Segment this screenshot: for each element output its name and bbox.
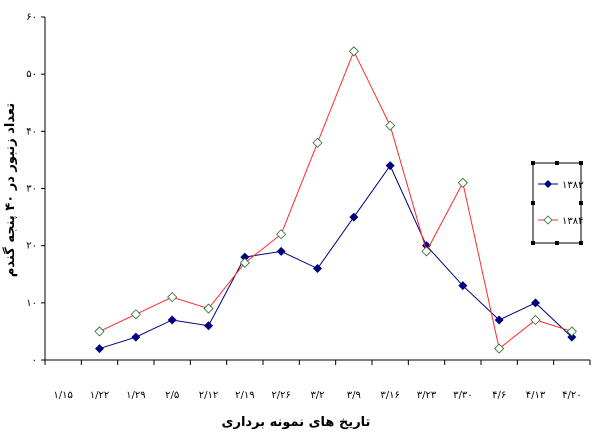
data-point [494, 315, 504, 325]
y-tick-label: ۳۰ [26, 184, 37, 195]
data-point [567, 332, 577, 342]
legend-handle[interactable] [555, 241, 559, 245]
data-point [348, 46, 359, 57]
legend-handle[interactable] [579, 161, 583, 165]
data-point [204, 321, 213, 331]
legend-box [532, 162, 582, 244]
x-tick-label: ۱/۱۵ [53, 390, 72, 401]
series-line-0 [99, 164, 573, 350]
data-point [457, 177, 468, 188]
legend-marker-1383 [544, 180, 552, 188]
x-tick-label: ۳/۳۰ [453, 390, 472, 401]
data-point [95, 344, 104, 354]
data-point [313, 264, 322, 274]
data-point [167, 292, 178, 303]
x-tick-label: ۴/۲۰ [562, 390, 581, 401]
x-tick-label: ۱/۲۹ [126, 390, 145, 401]
legend-handle[interactable] [579, 241, 583, 245]
data-point [385, 120, 396, 131]
data-point [312, 137, 323, 148]
y-tick-label: ۲۰ [26, 241, 37, 252]
data-point [276, 246, 286, 256]
x-tick-label: ۳/۲۳ [417, 390, 437, 401]
data-point [239, 257, 250, 268]
legend-label-1384: ۱۳۸۴ [562, 216, 583, 227]
axes [44, 17, 590, 361]
data-point [494, 343, 505, 354]
legend-handles[interactable] [531, 161, 583, 245]
data-point [385, 161, 395, 171]
y-tick-label: ۵۰ [26, 69, 37, 80]
legend-handle[interactable] [579, 201, 583, 205]
legend-handle[interactable] [531, 201, 535, 205]
series-layer [94, 46, 577, 354]
x-tick-label: ۳/۲ [310, 390, 324, 401]
data-point [130, 309, 141, 320]
legend-label-1383: ۱۳۸۳ [562, 180, 584, 191]
data-point [240, 252, 250, 262]
legend[interactable]: ۱۳۸۳ ۱۳۸۴ [531, 161, 584, 245]
data-point [531, 298, 540, 308]
legend-handle[interactable] [531, 161, 535, 165]
y-ticks: ۰ ۱۰ ۲۰ ۳۰ ۴۰ ۵۰ ۶۰ [26, 12, 45, 366]
x-tick-label: ۲/۲۶ [271, 390, 290, 401]
data-point [94, 326, 105, 337]
data-point [566, 326, 577, 337]
x-tick-label: ۱/۲۲ [90, 390, 109, 401]
data-point [276, 229, 287, 240]
x-tick-label: ۲/۵ [165, 390, 179, 401]
x-tick-label: ۲/۱۹ [235, 390, 254, 401]
data-point [458, 281, 468, 291]
legend-handle[interactable] [555, 161, 559, 165]
y-tick-label: ۱۰ [26, 298, 37, 309]
x-tick-label: ۲/۱۲ [199, 390, 218, 401]
y-tick-label: ۶۰ [26, 12, 37, 23]
y-tick-label: ۴۰ [26, 126, 37, 137]
y-axis-title: تعداد زنبور در ۴۰ پنجه گندم [2, 103, 18, 277]
data-point [421, 246, 432, 257]
x-ticks: ۱/۱۵ ۱/۲۲ ۱/۲۹ ۲/۵ ۲/۱۲ ۲/۱۹ ۲/۲۶ ۳/۲ ۳/۹ ۳/۱۶ ۳/۲… [44, 360, 591, 401]
legend-marker-1384 [543, 215, 553, 225]
y-tick-label: ۰ [32, 355, 37, 366]
data-point [530, 314, 541, 326]
x-axis-title: تاریخ های نمونه برداری [222, 415, 371, 430]
data-point [203, 303, 214, 314]
data-point [131, 332, 141, 342]
series-line-1 [99, 50, 572, 350]
data-point [349, 212, 359, 222]
legend-handle[interactable] [531, 241, 535, 245]
x-tick-label: ۳/۹ [347, 390, 361, 401]
x-tick-label: ۴/۱۳ [526, 390, 546, 401]
x-tick-label: ۴/۶ [492, 390, 506, 401]
data-point [167, 315, 177, 325]
x-tick-label: ۳/۱۶ [380, 390, 399, 401]
